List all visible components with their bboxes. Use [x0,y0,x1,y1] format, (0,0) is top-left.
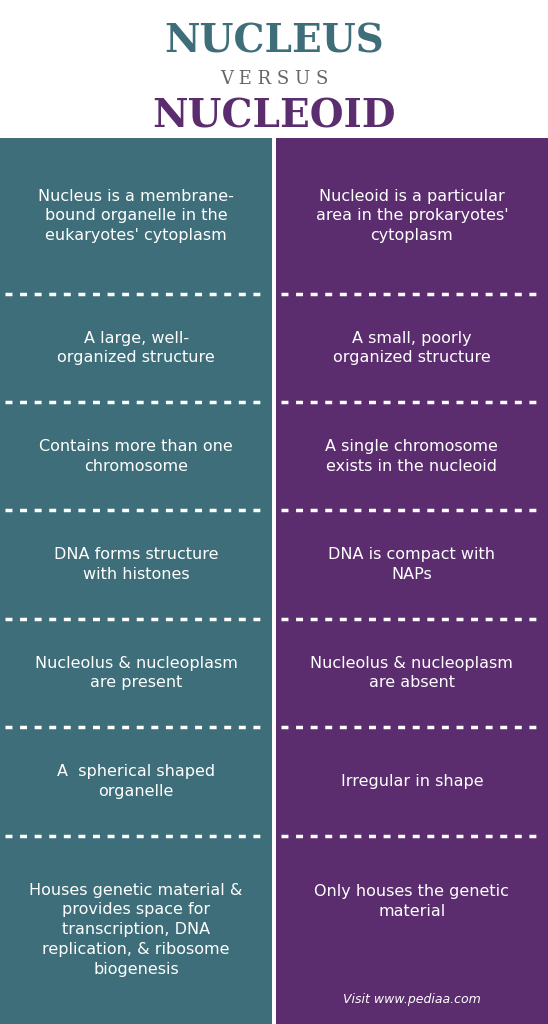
Text: Contains more than one
chromosome: Contains more than one chromosome [39,439,233,474]
Bar [276,294,548,402]
Bar [276,618,548,727]
Text: Nucleus is a membrane-
bound organelle in the
eukaryotes' cytoplasm: Nucleus is a membrane- bound organelle i… [38,188,234,244]
Text: DNA forms structure
with histones: DNA forms structure with histones [54,547,219,582]
Bar [276,836,548,1024]
Bar [0,727,272,836]
Bar [0,510,272,618]
Text: NUCLEUS: NUCLEUS [164,23,384,60]
Text: Irregular in shape: Irregular in shape [340,774,483,788]
Bar [276,138,548,294]
Text: DNA is compact with
NAPs: DNA is compact with NAPs [328,547,495,582]
Text: Only houses the genetic
material: Only houses the genetic material [315,884,509,919]
Bar [0,836,272,1024]
Bar [276,402,548,510]
Text: Nucleoid is a particular
area in the prokaryotes'
cytoplasm: Nucleoid is a particular area in the pro… [316,188,508,244]
Bar [0,618,272,727]
Bar [0,402,272,510]
Text: V E R S U S: V E R S U S [220,70,328,88]
Text: A large, well-
organized structure: A large, well- organized structure [58,331,215,366]
Text: A  spherical shaped
organelle: A spherical shaped organelle [57,764,215,799]
Text: Nucleolus & nucleoplasm
are present: Nucleolus & nucleoplasm are present [35,655,238,690]
Text: Visit www.pediaa.com: Visit www.pediaa.com [343,992,481,1006]
Bar [276,510,548,618]
Text: A small, poorly
organized structure: A small, poorly organized structure [333,331,490,366]
Text: Nucleolus & nucleoplasm
are absent: Nucleolus & nucleoplasm are absent [310,655,513,690]
Bar [276,727,548,836]
Text: Houses genetic material &
provides space for
transcription, DNA
replication, & r: Houses genetic material & provides space… [30,883,243,977]
Text: NUCLEOID: NUCLEOID [152,97,396,135]
Bar [0,294,272,402]
Bar [0,138,272,294]
Text: A single chromosome
exists in the nucleoid: A single chromosome exists in the nucleo… [326,439,498,474]
